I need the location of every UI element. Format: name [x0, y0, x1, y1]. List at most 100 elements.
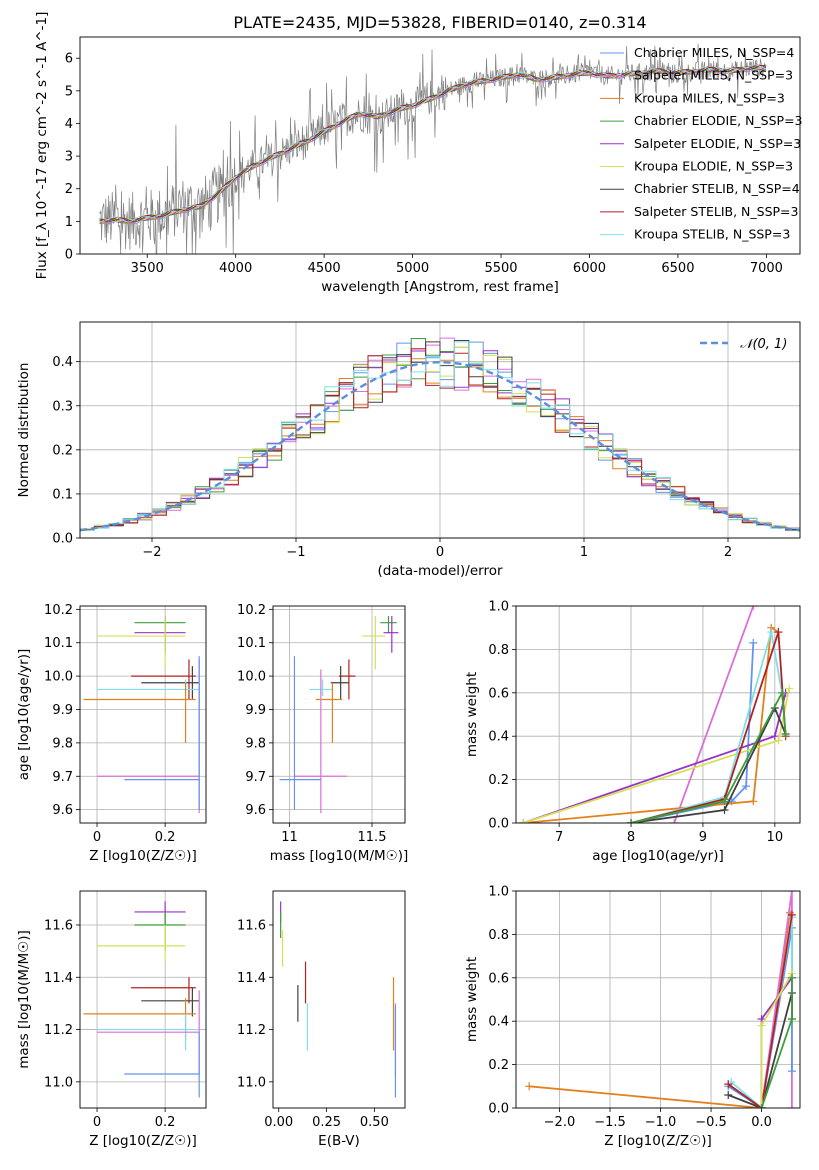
series-line	[630, 705, 787, 823]
y-tick-label: 10.1	[237, 636, 266, 651]
series-marker	[742, 782, 751, 791]
series-marker	[724, 1080, 733, 1089]
data-point	[97, 990, 200, 1075]
x-tick-label: −2.0	[544, 1115, 576, 1130]
legend-label: Kroupa MILES, N_SSP=3	[634, 90, 785, 105]
data-point	[134, 911, 186, 952]
series-marker	[767, 628, 776, 637]
legend-label: 𝒩(0, 1)	[740, 337, 787, 352]
x-axis-label: Z [log10(Z/Z☉)]	[604, 1133, 712, 1149]
y-tick-label: 0.4	[488, 1015, 509, 1030]
y-tick-label: 10.0	[237, 670, 266, 685]
data-point	[339, 659, 356, 700]
x-tick-label: 0	[93, 830, 101, 845]
axes-frame	[79, 605, 207, 824]
data-point	[83, 998, 196, 1041]
y-axis-label: Flux [f_λ 10^-17 erg cm^-2 s^-1 A^-1]	[34, 12, 50, 280]
data-point	[380, 616, 397, 633]
figure-title: PLATE=2435, MJD=53828, FIBERID=0140, z=0…	[233, 13, 646, 32]
data-point	[315, 682, 343, 743]
series-marker	[787, 891, 796, 895]
x-axis-label: E(B-V)	[318, 1133, 360, 1149]
series-marker	[627, 819, 636, 823]
panel-mass-vs-ebv: 0.00 0.25 0.50 11.0 11.2 11.4 11.6 E(B-V)	[237, 890, 406, 1149]
x-tick-label: −1	[286, 545, 305, 560]
x-tick-label: 6500	[661, 261, 694, 276]
x-tick-label: 0.2	[155, 830, 176, 845]
panel-residuals: −2 −1 0 1 2 0.0 0.1 0.2 0.3 0.4 (data-model)/error…	[16, 321, 801, 579]
data-point	[124, 1032, 200, 1098]
series-line	[630, 631, 783, 823]
y-tick-label: 11.6	[44, 918, 73, 933]
y-tick-label: 1.0	[488, 600, 509, 615]
y-tick-label: 9.8	[52, 736, 73, 751]
y-tick-label: 10.2	[44, 603, 73, 618]
x-tick-label: 0.50	[360, 1115, 389, 1130]
x-axis-label: wavelength [Angstrom, rest frame]	[321, 279, 559, 295]
series-marker	[781, 730, 790, 739]
series-line	[673, 606, 755, 823]
legend-label: Kroupa STELIB, N_SSP=3	[634, 227, 790, 242]
y-axis-label: mass weight	[464, 672, 480, 757]
y-tick-label: 9.7	[245, 770, 266, 785]
y-tick-label: 0.4	[52, 355, 73, 370]
y-tick-label: 0.2	[52, 443, 73, 458]
plot-area	[525, 891, 796, 1108]
series-marker	[749, 606, 758, 610]
series-marker	[787, 910, 796, 919]
legend-label: Salpeter STELIB, N_SSP=3	[634, 204, 798, 219]
data-point	[83, 682, 196, 743]
plot-area	[80, 337, 800, 532]
y-tick-label: 9.9	[52, 703, 73, 718]
x-tick-label: 8	[627, 830, 635, 845]
x-axis-label: age [log10(age/yr)]	[592, 848, 724, 864]
x-tick-label: 1	[580, 545, 588, 560]
axes-frame	[272, 890, 406, 1109]
mass-weight-series	[519, 623, 783, 823]
y-tick-label: 11.2	[44, 1023, 73, 1038]
series-marker	[720, 805, 729, 814]
y-tick-label: 10.0	[44, 670, 73, 685]
panel-mass-vs-Z: 0 0.2 11.0 11.2 11.4 11.6 Z [log10(Z/Z☉)] mass …	[16, 890, 207, 1149]
series-marker	[787, 1067, 796, 1076]
x-axis-label: (data-model)/error	[377, 563, 503, 579]
x-tick-label: 11.5	[358, 830, 387, 845]
series-line	[727, 914, 793, 1108]
legend-label: Chabrier ELODIE, N_SSP=3	[634, 113, 803, 128]
data-point	[330, 666, 349, 700]
data-point	[131, 977, 196, 1004]
y-tick-label: 0.3	[52, 399, 73, 414]
y-tick-label: 5	[65, 84, 73, 99]
x-tick-label: 0	[436, 545, 444, 560]
y-tick-label: 4	[65, 117, 73, 132]
series-marker	[519, 819, 528, 823]
y-tick-label: 0.2	[488, 773, 509, 788]
series-marker	[720, 797, 729, 806]
mass-weight-series	[519, 684, 794, 823]
series-marker	[749, 638, 758, 647]
y-tick-label: 0.0	[52, 532, 73, 547]
mass-weight-series	[724, 988, 796, 1108]
y-tick-label: 2	[65, 182, 73, 197]
plot-area	[280, 901, 397, 1098]
series-marker	[774, 628, 783, 637]
y-tick-label: 11.6	[237, 918, 266, 933]
axes-frame	[515, 605, 801, 824]
x-tick-label: −0.5	[695, 1115, 727, 1130]
x-axis-label: mass [log10(M/M☉)]	[270, 848, 409, 864]
y-tick-label: 11.0	[237, 1075, 266, 1090]
x-tick-label: 7000	[750, 261, 783, 276]
series-marker	[724, 1090, 733, 1099]
panel-age-vs-mass: 11 11.5 9.6 9.7 9.8 9.9 10.0 10.1 10.2 mass [log1…	[237, 603, 408, 864]
plot-area	[83, 901, 200, 1098]
y-tick-label: 0.6	[488, 686, 509, 701]
plot-layer: 3500 4000 4500 5000 5500 6000 6500 70000123456w…	[16, 12, 803, 1149]
y-tick-label: 9.8	[245, 736, 266, 751]
data-point	[97, 616, 186, 670]
y-tick-label: 0.2	[488, 1058, 509, 1073]
x-tick-label: 4000	[219, 261, 252, 276]
series-marker	[787, 1104, 796, 1108]
mass-weight-series	[627, 628, 787, 823]
data-point	[279, 656, 321, 810]
mass-weight-series	[757, 973, 796, 1108]
